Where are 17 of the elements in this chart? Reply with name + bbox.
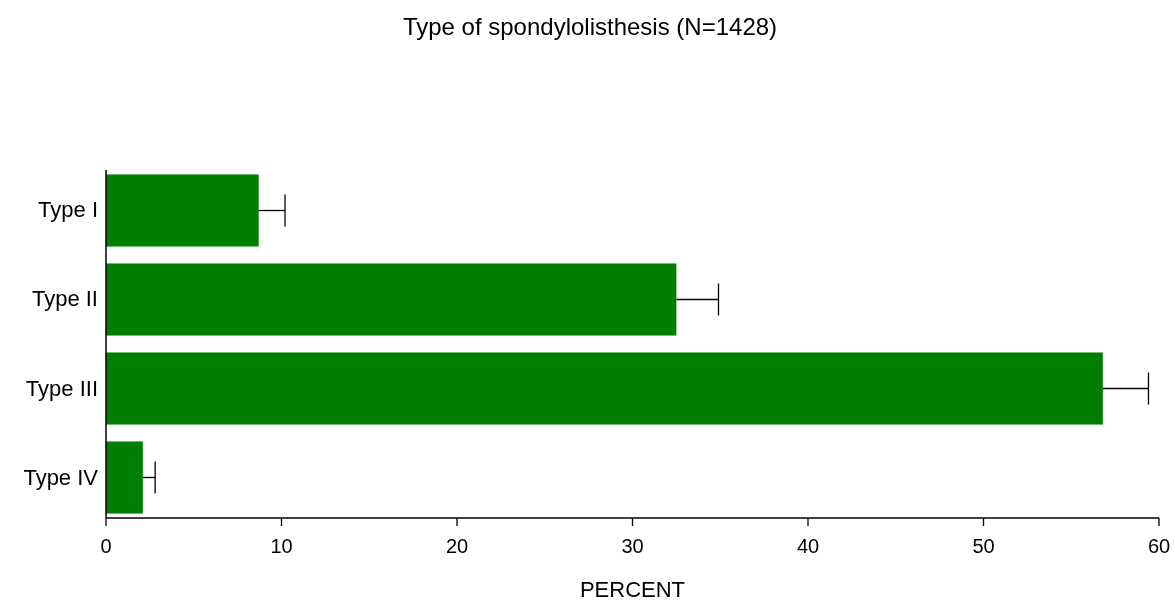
chart-title: Type of spondylolisthesis (N=1428) <box>402 13 778 40</box>
x-axis-title: PERCENT <box>579 577 686 602</box>
bar <box>106 174 259 247</box>
y-tick-label: Type III <box>25 375 98 401</box>
bar <box>106 263 677 336</box>
x-tick-label: 40 <box>796 535 820 557</box>
x-tick-label: 0 <box>100 535 112 557</box>
x-tick-label: 20 <box>445 535 469 557</box>
x-tick-label: 60 <box>1147 535 1171 557</box>
bar <box>106 352 1103 425</box>
x-tick-label: 30 <box>621 535 644 557</box>
x-tick-label: 50 <box>972 535 995 557</box>
bar <box>106 441 143 514</box>
y-tick-label: Type IV <box>23 464 99 490</box>
x-tick-label: 10 <box>270 535 293 557</box>
y-tick-label: Type II <box>31 286 98 312</box>
y-tick-label: Type I <box>38 197 98 223</box>
